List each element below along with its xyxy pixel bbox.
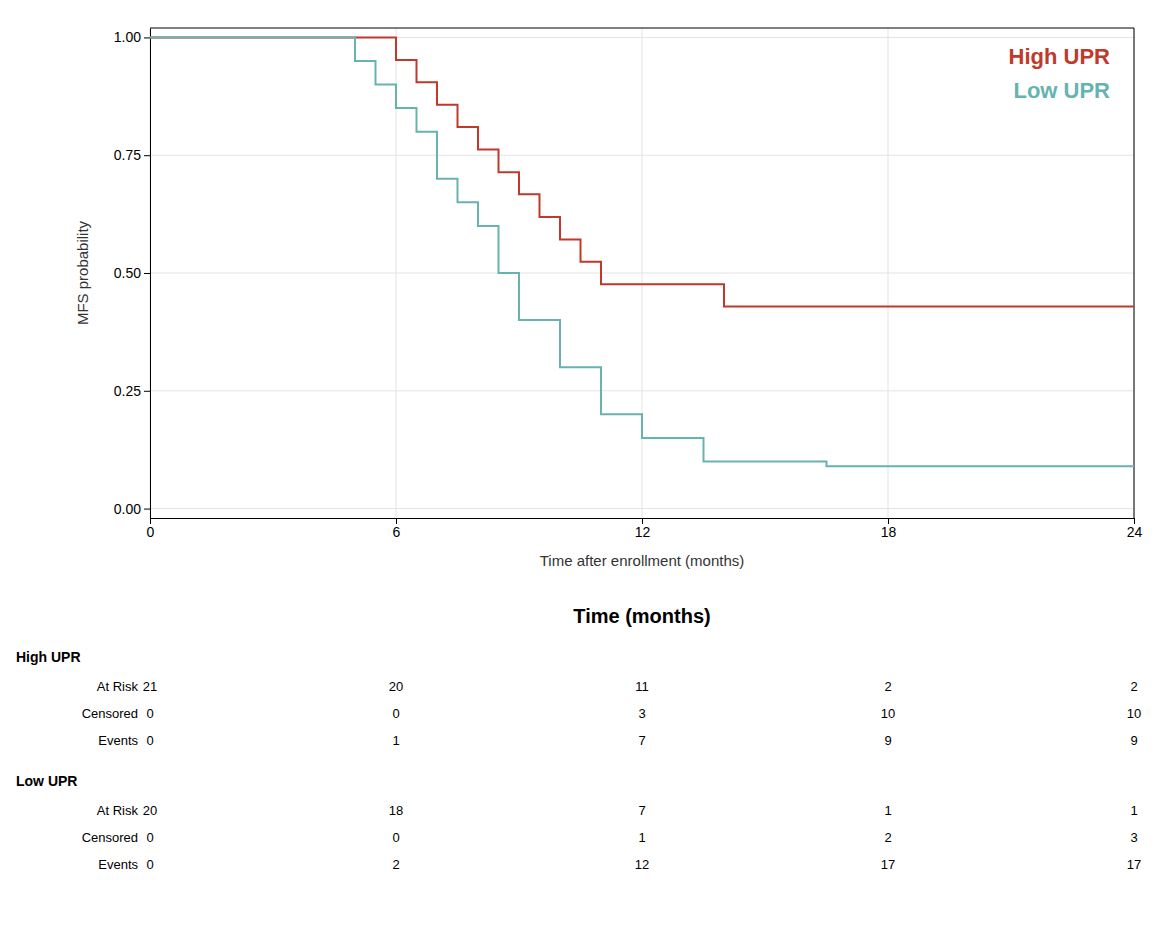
table-row-label: Events	[98, 857, 138, 872]
legend: High UPR Low UPR	[1009, 44, 1111, 103]
y-tick-label: 1.00	[114, 29, 141, 45]
y-tick: 1.00	[114, 29, 150, 45]
x-tick-label: 6	[393, 524, 401, 540]
table-cell: 17	[1127, 857, 1141, 872]
table-cell: 3	[1130, 830, 1137, 845]
x-tick: 24	[1127, 518, 1143, 540]
table-cell: 7	[638, 803, 645, 818]
table-cell: 21	[143, 679, 157, 694]
grid-line-y	[150, 508, 1134, 509]
table-title: Time (months)	[573, 605, 710, 627]
y-tick-label: 0.25	[114, 383, 141, 399]
table-cell: 0	[392, 830, 399, 845]
x-tick-label: 12	[635, 524, 651, 540]
x-axis-title: Time after enrollment (months)	[540, 552, 745, 569]
table-cell: 20	[389, 679, 403, 694]
table-group-header: Low UPR	[16, 773, 77, 789]
table-cell: 10	[1127, 706, 1141, 721]
y-tick: 0.75	[114, 147, 150, 163]
table-cell: 0	[146, 857, 153, 872]
table-cell: 9	[1130, 733, 1137, 748]
frame-top	[150, 28, 1134, 29]
series-line	[150, 37, 1134, 466]
table-cell: 2	[1130, 679, 1137, 694]
y-tick: 0.25	[114, 383, 150, 399]
table-cell: 11	[635, 679, 649, 694]
y-tick-mark	[144, 273, 150, 274]
table-cell: 3	[638, 706, 645, 721]
table-cell: 0	[146, 830, 153, 845]
table-row-label: Censored	[82, 830, 138, 845]
table-cell: 10	[881, 706, 895, 721]
table-cell: 2	[884, 830, 891, 845]
table-row-label: Events	[98, 733, 138, 748]
grid	[150, 28, 1134, 518]
table-row-label: At Risk	[97, 803, 139, 818]
legend-entry: Low UPR	[1013, 78, 1110, 103]
y-tick-mark	[144, 391, 150, 392]
grid-line-y	[150, 273, 1134, 274]
table-row-label: Censored	[82, 706, 138, 721]
grid-line-x	[1134, 28, 1135, 518]
y-tick-label: 0.75	[114, 147, 141, 163]
x-tick-label: 18	[881, 524, 897, 540]
y-tick-mark	[144, 37, 150, 38]
table-cell: 0	[146, 733, 153, 748]
x-tick: 0	[147, 518, 155, 540]
chart-svg: 061218240.000.250.500.751.00Time after e…	[0, 0, 1174, 936]
series-group	[150, 37, 1134, 466]
risk-table: Time (months)High UPRAt Risk21201122Cens…	[16, 605, 1141, 872]
y-axis-line	[150, 29, 151, 519]
table-cell: 20	[143, 803, 157, 818]
x-tick-label: 24	[1127, 524, 1143, 540]
x-tick: 12	[635, 518, 651, 540]
table-row-label: At Risk	[97, 679, 139, 694]
x-axis: 0 6 12 18 24	[147, 518, 1143, 540]
table-cell: 9	[884, 733, 891, 748]
y-tick-mark	[144, 509, 150, 510]
y-tick: 0.00	[114, 501, 150, 517]
frame-right	[1134, 28, 1135, 518]
x-tick-label: 0	[147, 524, 155, 540]
table-cell: 18	[389, 803, 403, 818]
grid-line-y	[150, 390, 1134, 391]
table-cell: 2	[884, 679, 891, 694]
table-cell: 1	[392, 733, 399, 748]
table-cell: 2	[392, 857, 399, 872]
table-cell: 1	[1130, 803, 1137, 818]
x-tick: 6	[393, 518, 401, 540]
table-cell: 1	[638, 830, 645, 845]
plot-area: 0 6 12 18 24 0.00 0.25 0.50 0.75 1.00 Time after e…	[74, 28, 1142, 569]
table-cell: 1	[884, 803, 891, 818]
series-line	[150, 37, 1134, 306]
y-tick-mark	[144, 155, 150, 156]
table-cell: 7	[638, 733, 645, 748]
y-tick-label: 0.00	[114, 501, 141, 517]
y-axis-title: MFS probability	[74, 220, 91, 325]
y-tick-label: 0.50	[114, 265, 141, 281]
x-tick: 18	[881, 518, 897, 540]
table-cell: 0	[146, 706, 153, 721]
table-group-header: High UPR	[16, 649, 81, 665]
legend-entry: High UPR	[1009, 44, 1111, 69]
y-axis: 0.00 0.25 0.50 0.75 1.00	[114, 29, 151, 519]
table-cell: 12	[635, 857, 649, 872]
y-tick: 0.50	[114, 265, 150, 281]
grid-line-y	[150, 155, 1134, 156]
table-cell: 17	[881, 857, 895, 872]
table-cell: 0	[392, 706, 399, 721]
